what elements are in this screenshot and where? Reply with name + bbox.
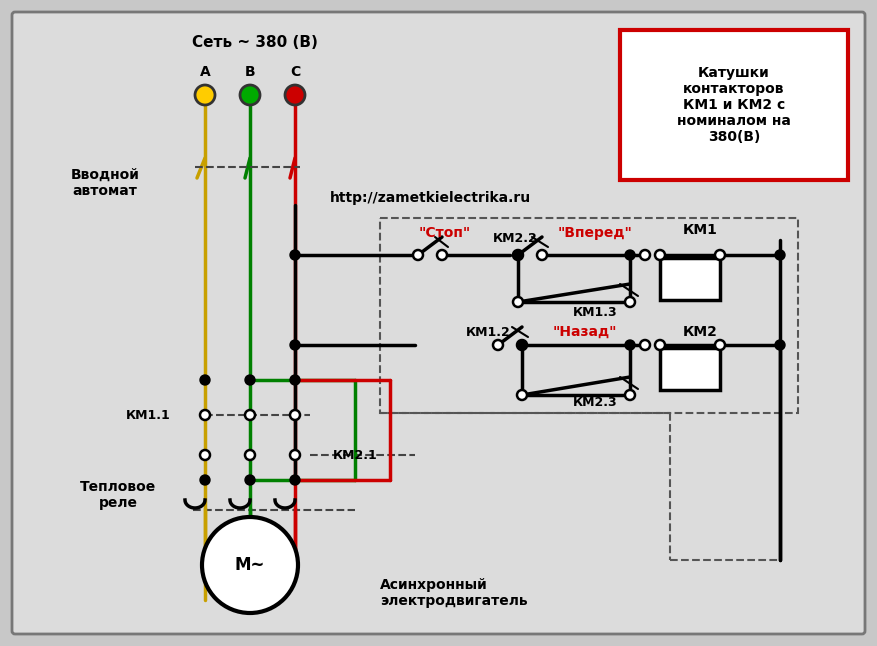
- Circle shape: [202, 517, 298, 613]
- Circle shape: [640, 340, 650, 350]
- Circle shape: [640, 250, 650, 260]
- Circle shape: [715, 340, 725, 350]
- Circle shape: [625, 297, 635, 307]
- Circle shape: [775, 340, 785, 350]
- Circle shape: [245, 450, 255, 460]
- Circle shape: [290, 250, 300, 260]
- Circle shape: [655, 250, 665, 260]
- Circle shape: [517, 390, 527, 400]
- Text: М~: М~: [235, 556, 265, 574]
- Circle shape: [513, 297, 523, 307]
- Text: КМ1.3: КМ1.3: [573, 306, 617, 318]
- Text: Тепловое
реле: Тепловое реле: [80, 480, 156, 510]
- Circle shape: [200, 450, 210, 460]
- Circle shape: [195, 85, 215, 105]
- Circle shape: [537, 250, 547, 260]
- Text: КМ2.1: КМ2.1: [332, 448, 377, 461]
- Circle shape: [715, 250, 725, 260]
- Text: КМ1.2: КМ1.2: [466, 326, 510, 339]
- Bar: [660, 258, 720, 300]
- Text: "Стоп": "Стоп": [419, 226, 471, 240]
- Circle shape: [655, 340, 665, 350]
- Circle shape: [513, 250, 523, 260]
- Circle shape: [625, 340, 635, 350]
- Text: Катушки
контакторов
КМ1 и КМ2 с
номиналом на
380(В): Катушки контакторов КМ1 и КМ2 с номинало…: [677, 66, 791, 145]
- Text: КМ1: КМ1: [682, 223, 717, 237]
- Circle shape: [513, 250, 523, 260]
- Circle shape: [290, 450, 300, 460]
- Circle shape: [437, 250, 447, 260]
- Text: КМ2: КМ2: [682, 325, 717, 339]
- Circle shape: [625, 390, 635, 400]
- Text: Сеть ~ 380 (В): Сеть ~ 380 (В): [192, 34, 318, 50]
- Text: B: B: [245, 65, 255, 79]
- Bar: [380, 218, 798, 413]
- Circle shape: [290, 475, 300, 485]
- Bar: [620, 30, 848, 180]
- Circle shape: [625, 250, 635, 260]
- Text: "Вперед": "Вперед": [558, 226, 632, 240]
- Circle shape: [200, 410, 210, 420]
- Circle shape: [290, 340, 300, 350]
- Circle shape: [413, 250, 423, 260]
- Text: КМ2.2: КМ2.2: [493, 231, 538, 244]
- Circle shape: [775, 250, 785, 260]
- Text: A: A: [200, 65, 210, 79]
- Circle shape: [240, 85, 260, 105]
- Circle shape: [245, 375, 255, 385]
- Circle shape: [245, 475, 255, 485]
- Text: "Назад": "Назад": [553, 325, 617, 339]
- Text: http://zametkielectrika.ru: http://zametkielectrika.ru: [330, 191, 531, 205]
- Text: Асинхронный
электродвигатель: Асинхронный электродвигатель: [380, 578, 528, 608]
- Circle shape: [517, 340, 527, 350]
- Circle shape: [290, 410, 300, 420]
- Circle shape: [493, 340, 503, 350]
- Circle shape: [290, 375, 300, 385]
- Text: Вводной
автомат: Вводной автомат: [70, 168, 139, 198]
- Text: КМ2.3: КМ2.3: [573, 395, 617, 408]
- Circle shape: [285, 85, 305, 105]
- FancyBboxPatch shape: [12, 12, 865, 634]
- Circle shape: [200, 375, 210, 385]
- Text: КМ1.1: КМ1.1: [125, 408, 170, 421]
- Text: C: C: [290, 65, 300, 79]
- Bar: [660, 348, 720, 390]
- Circle shape: [245, 410, 255, 420]
- Circle shape: [517, 340, 527, 350]
- Circle shape: [200, 475, 210, 485]
